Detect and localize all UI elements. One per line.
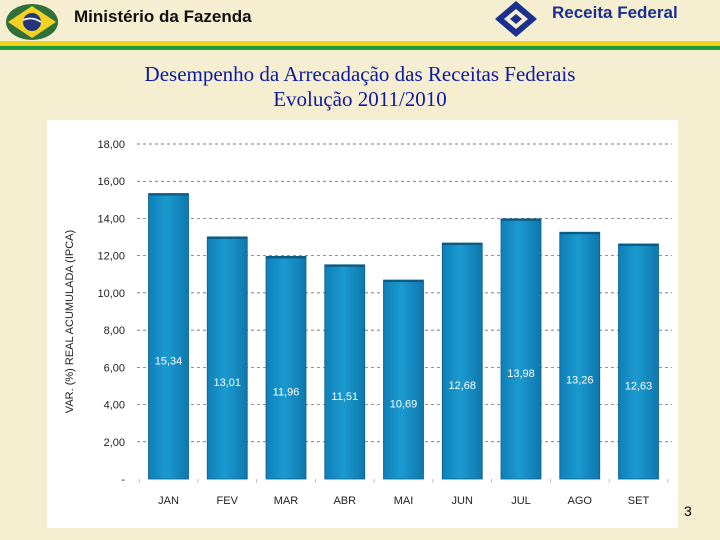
x-tick-label: MAI xyxy=(394,495,414,507)
x-tick-label: JAN xyxy=(158,495,179,507)
bar xyxy=(324,264,366,480)
bar xyxy=(265,256,307,480)
bar-value-label: 12,68 xyxy=(448,380,476,392)
bar-top-edge xyxy=(324,264,365,267)
bar-value-label: 11,51 xyxy=(331,391,358,403)
y-tick-label: 2,00 xyxy=(104,437,125,449)
y-tick-label: 18,00 xyxy=(97,139,125,151)
bar xyxy=(441,242,483,480)
y-tick-label: 16,00 xyxy=(97,176,125,188)
x-tick-label: JUL xyxy=(511,495,531,507)
bar-value-label: 13,26 xyxy=(566,375,594,387)
y-tick-label: - xyxy=(121,474,125,486)
header: Ministério da Fazenda Receita Federal xyxy=(0,0,720,54)
agency-name: Receita Federal xyxy=(552,3,678,22)
bar-top-edge xyxy=(148,193,189,196)
page-number: 3 xyxy=(684,503,692,519)
y-axis-title: VAR. (%) REAL ACUMULADA (IPCA) xyxy=(64,230,76,413)
bar-top-edge xyxy=(207,236,248,239)
ministry-name: Ministério da Fazenda xyxy=(74,7,252,26)
bar-top-edge xyxy=(559,232,600,235)
brazil-flag-globe-icon xyxy=(6,4,58,40)
page-title: Desempenho da Arrecadação das Receitas F… xyxy=(0,62,720,112)
bar xyxy=(206,236,248,480)
x-tick-label: FEV xyxy=(217,495,239,507)
bar xyxy=(148,193,189,480)
bar xyxy=(618,243,659,480)
bar-value-label: 10,69 xyxy=(390,399,418,411)
bar-top-edge xyxy=(266,256,306,259)
x-tick-label: ABR xyxy=(333,495,356,507)
y-tick-label: 12,00 xyxy=(97,251,125,263)
bar-top-edge xyxy=(618,243,659,246)
y-tick-label: 8,00 xyxy=(104,325,125,337)
bar-top-edge xyxy=(501,218,541,221)
title-line-2: Evolução 2011/2010 xyxy=(273,87,447,111)
bar-chart: - 2,00 4,00 6,00 8,00 10,00 12,00 14,00 16,00 18,… xyxy=(64,139,672,507)
y-tick-label: 14,00 xyxy=(97,213,125,225)
title-line-1: Desempenho da Arrecadação das Receitas F… xyxy=(144,62,576,86)
bar xyxy=(500,218,542,480)
bar-top-edge xyxy=(383,280,424,283)
bar-value-label: 13,98 xyxy=(507,368,535,380)
bar xyxy=(383,279,424,480)
chart-panel: - 2,00 4,00 6,00 8,00 10,00 12,00 14,00 16,00 18,… xyxy=(47,120,678,528)
x-tick-label: MAR xyxy=(274,495,299,507)
bar-top-edge xyxy=(442,243,483,246)
bar xyxy=(559,231,601,480)
y-tick-label: 10,00 xyxy=(97,288,125,300)
bar-value-label: 13,01 xyxy=(213,377,241,389)
receita-federal-emblem-icon xyxy=(495,1,537,37)
bar-value-label: 11,96 xyxy=(273,387,300,399)
x-tick-label: SET xyxy=(628,495,650,507)
y-tick-label: 4,00 xyxy=(104,400,125,412)
x-tick-label: AGO xyxy=(568,495,593,507)
y-tick-label: 6,00 xyxy=(104,362,125,374)
header-stripe-yellow xyxy=(0,41,720,46)
header-stripe-green xyxy=(0,46,720,50)
bar-value-label: 12,63 xyxy=(625,380,653,392)
x-tick-label: JUN xyxy=(452,495,473,507)
bar-value-label: 15,34 xyxy=(155,355,183,367)
